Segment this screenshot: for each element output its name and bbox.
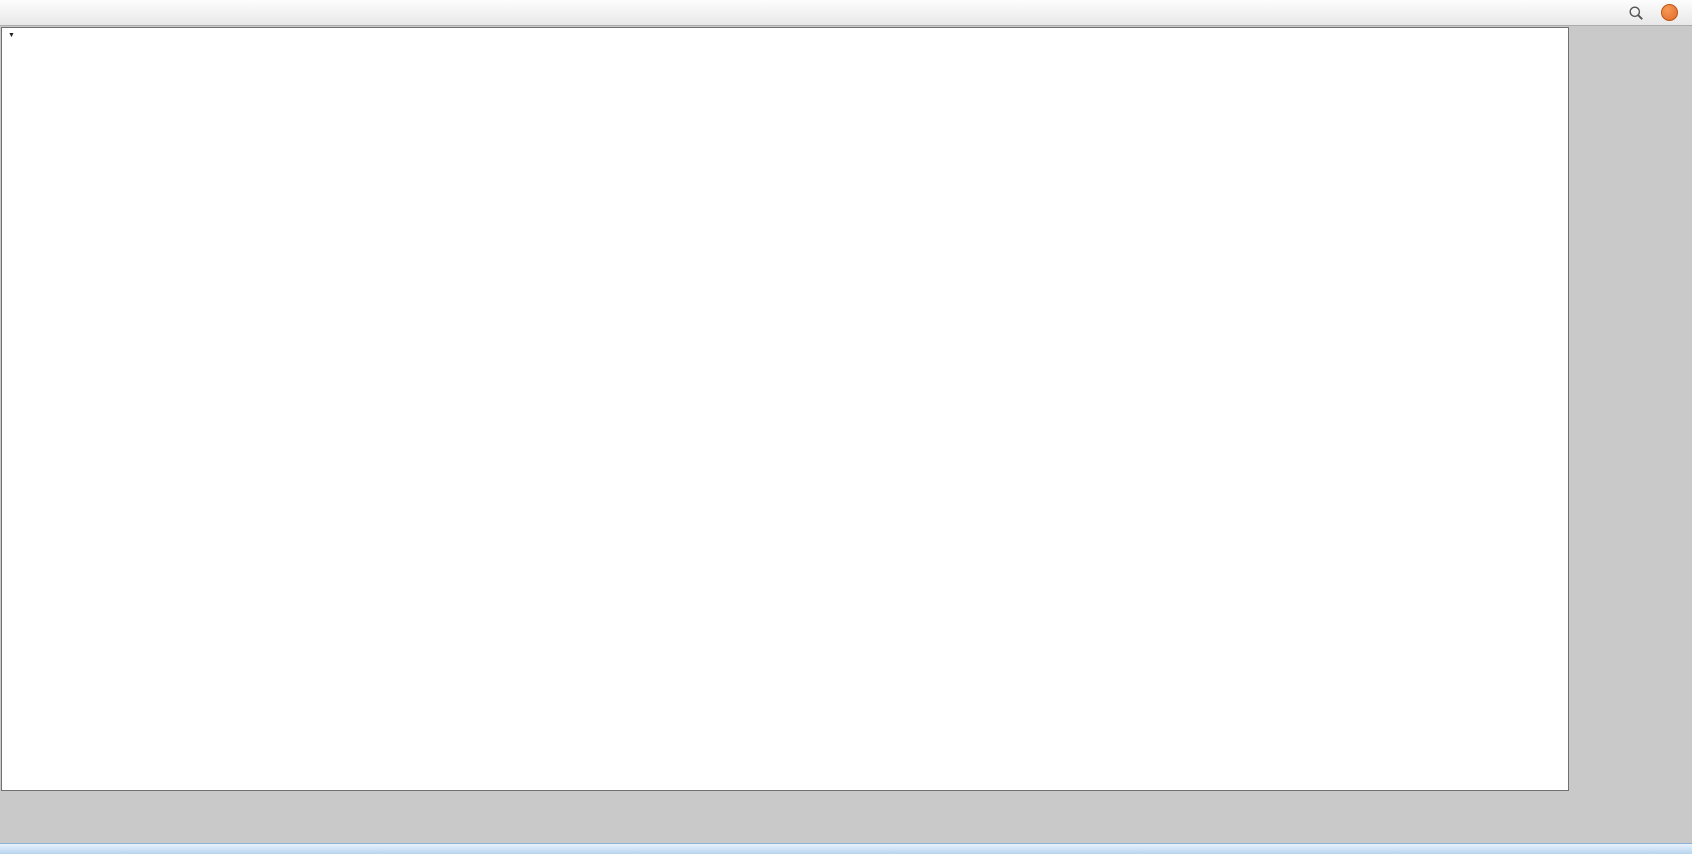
search-icon	[1628, 5, 1644, 21]
chart-canvas[interactable]	[2, 28, 1568, 790]
notification-badge[interactable]	[1661, 4, 1678, 21]
toolbar-right-group	[1624, 1, 1688, 25]
chart-window: ▼	[1, 27, 1569, 791]
taskbar-strip	[0, 843, 1692, 854]
symbol-dropdown-icon[interactable]: ▼	[8, 32, 15, 39]
chart-ohlc-header: ▼	[8, 32, 25, 39]
search-button[interactable]	[1624, 1, 1654, 25]
chart-background	[2, 28, 1568, 790]
main-toolbar	[0, 0, 1692, 26]
